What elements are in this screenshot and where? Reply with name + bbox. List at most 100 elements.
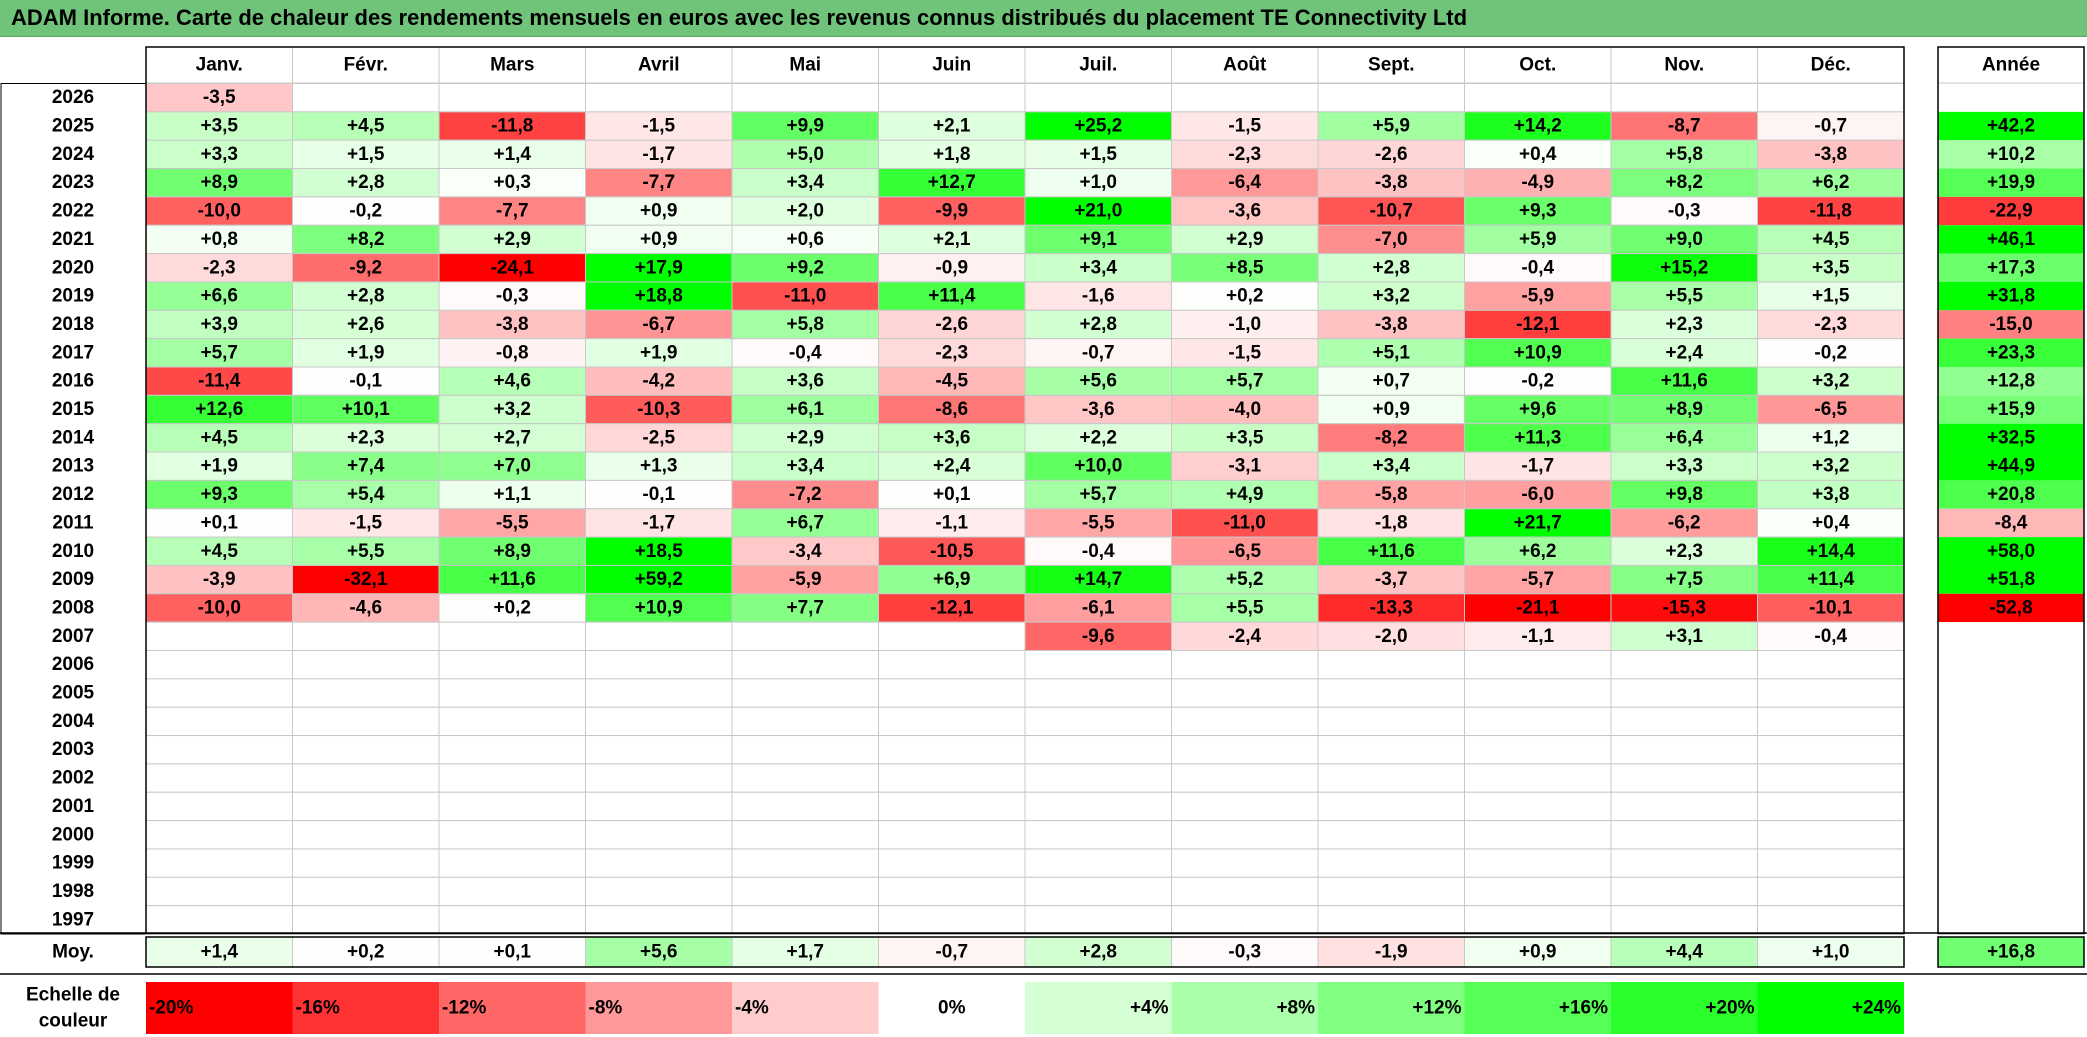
- cell-value: +6,1: [786, 399, 824, 420]
- heatmap-cell: [1610, 763, 1758, 793]
- annual-value: +51,8: [1987, 569, 2035, 590]
- cell-value: -5,7: [1521, 569, 1554, 590]
- cell-value: -0,2: [1521, 371, 1554, 392]
- cell-value: +3,6: [786, 371, 824, 392]
- year-label: 1997: [52, 909, 94, 930]
- heatmap-cell: [1317, 678, 1465, 708]
- average-value: +4,4: [1665, 942, 1703, 963]
- heatmap-cell: [1610, 224, 1758, 255]
- heatmap-cell: [292, 735, 440, 765]
- cell-value: -7,0: [1375, 229, 1408, 250]
- heatmap-cell: [731, 905, 879, 935]
- heatmap-cell: [292, 423, 440, 453]
- heatmap-cell: [1171, 451, 1319, 481]
- heatmap-cell: [1024, 281, 1172, 311]
- heatmap-cell: [731, 423, 879, 453]
- heatmap-cell: [1317, 423, 1465, 453]
- heatmap-cell: [292, 905, 440, 935]
- scale-swatch: [585, 982, 732, 1034]
- cell-value: +7,4: [347, 456, 385, 477]
- heatmap-cell: [292, 168, 440, 198]
- heatmap-cell: [438, 791, 586, 822]
- cell-value: +59,2: [635, 569, 683, 590]
- cell-value: -10,1: [1809, 597, 1853, 618]
- scale-swatch: [1611, 982, 1758, 1034]
- cell-value: -9,6: [1082, 626, 1115, 647]
- heatmap-cell: [1757, 650, 1905, 680]
- cell-value: -0,2: [349, 201, 382, 222]
- cell-value: +5,5: [1226, 597, 1264, 618]
- cell-value: +9,9: [786, 116, 824, 137]
- cell-value: -0,1: [349, 371, 382, 392]
- heatmap-cell: [1024, 905, 1172, 935]
- heatmap-cell: [1317, 83, 1465, 113]
- cell-value: -8,2: [1375, 427, 1408, 448]
- annual-value: +19,9: [1987, 172, 2035, 193]
- heatmap-cell: [145, 394, 293, 425]
- scale-value: -8%: [589, 998, 623, 1019]
- cell-value: +18,5: [635, 541, 684, 562]
- heatmap-cell: [292, 366, 440, 396]
- heatmap-cell: [1464, 706, 1612, 737]
- heatmap-cell: [878, 451, 1026, 481]
- annual-cell: [1938, 877, 2084, 906]
- average-cell: [1757, 936, 1905, 968]
- heatmap-cell: [731, 763, 879, 793]
- scale-value: -16%: [296, 998, 340, 1019]
- heatmap-cell: [292, 763, 440, 793]
- heatmap-cell: [731, 139, 879, 170]
- heatmap-cell: [292, 479, 440, 510]
- year-label: 2000: [52, 824, 94, 845]
- cell-value: -1,5: [1228, 116, 1261, 137]
- cell-value: -1,0: [1228, 314, 1261, 335]
- heatmap-cell: [1171, 650, 1319, 680]
- cell-value: -0,2: [1814, 342, 1847, 363]
- year-label: 2011: [52, 512, 94, 533]
- page-title: ADAM Informe. Carte de chaleur des rende…: [11, 5, 1468, 30]
- heatmap-cell: [1317, 309, 1465, 340]
- cell-value: -4,5: [935, 371, 968, 392]
- heatmap-cell: [1317, 706, 1465, 737]
- cell-value: +6,4: [1665, 427, 1703, 448]
- heatmap-cell: [1610, 735, 1758, 765]
- heatmap-cell: [1024, 479, 1172, 510]
- heatmap-cell: [1464, 253, 1612, 283]
- cell-value: -0,4: [1814, 626, 1847, 647]
- heatmap-cell: [1464, 451, 1612, 481]
- cell-value: -0,4: [1521, 257, 1554, 278]
- year-label: 2001: [52, 796, 95, 817]
- annual-cell: [1938, 707, 2084, 736]
- cell-value: +0,9: [1372, 399, 1410, 420]
- cell-value: -1,5: [349, 512, 382, 533]
- cell-value: +21,0: [1074, 201, 1122, 222]
- heatmap-cell: [438, 83, 586, 113]
- annual-cell: [1938, 678, 2084, 708]
- heatmap-cell: [438, 451, 586, 481]
- cell-value: -2,3: [203, 257, 236, 278]
- cell-value: +8,2: [347, 229, 385, 250]
- heatmap-cell: [585, 791, 733, 822]
- cell-value: +2,8: [347, 286, 385, 307]
- heatmap-cell: [1024, 338, 1172, 368]
- heatmap-cell: [585, 621, 733, 652]
- heatmap-cell: [878, 621, 1026, 652]
- cell-value: +12,7: [928, 172, 976, 193]
- heatmap-cell: [1464, 338, 1612, 368]
- cell-value: +14,7: [1074, 569, 1122, 590]
- heatmap-cell: [1610, 338, 1758, 368]
- heatmap-cell: [1610, 111, 1758, 141]
- average-value: +0,2: [347, 942, 385, 963]
- scale-value: +4%: [1130, 998, 1169, 1019]
- heatmap-cell: [1317, 366, 1465, 396]
- month-header: Oct.: [1519, 55, 1556, 76]
- heatmap-cell: [585, 253, 733, 283]
- heatmap-cell: [878, 820, 1026, 850]
- heatmap-cell: [1171, 706, 1319, 737]
- heatmap-cell: [1171, 508, 1319, 538]
- cell-value: -3,8: [496, 314, 529, 335]
- heatmap-cell: [1317, 905, 1465, 935]
- cell-value: -2,0: [1375, 626, 1408, 647]
- heatmap-cell: [292, 564, 440, 595]
- cell-value: +11,3: [1514, 427, 1561, 448]
- annual-value: -22,9: [1989, 201, 2032, 222]
